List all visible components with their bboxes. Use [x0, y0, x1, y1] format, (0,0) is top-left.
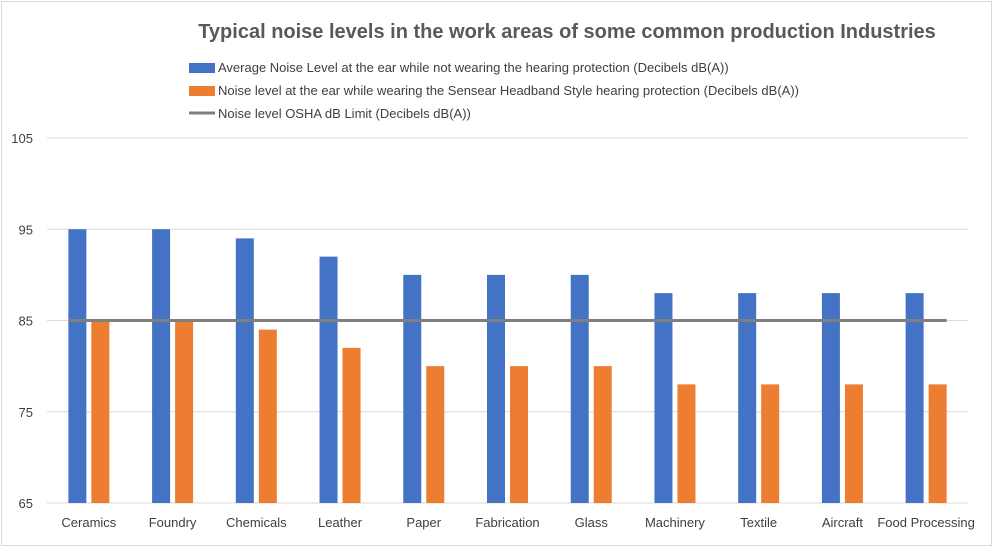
x-tick-label-chemicals: Chemicals	[226, 515, 287, 530]
bar-series-2-ceramics	[91, 320, 110, 503]
y-tick-label-65: 65	[19, 496, 33, 511]
bars	[68, 229, 947, 503]
bar-series-1-foundry	[152, 229, 171, 503]
bar-series-1-paper	[403, 274, 422, 503]
x-tick-label-leather: Leather	[318, 515, 363, 530]
bar-series-1-food-processing	[905, 293, 924, 503]
legend-label-series-2: Noise level at the ear while wearing the…	[218, 83, 799, 98]
y-tick-label-85: 85	[19, 314, 33, 329]
bar-series-1-chemicals	[235, 238, 254, 503]
bar-series-2-glass	[593, 366, 612, 503]
x-tick-label-textile: Textile	[740, 515, 777, 530]
y-axis-ticks: 65 75 85 95 105	[11, 131, 33, 511]
legend-label-series-3: Noise level OSHA dB Limit (Decibels dB(A…	[218, 106, 471, 121]
x-tick-label-paper: Paper	[406, 515, 441, 530]
x-tick-label-machinery: Machinery	[645, 515, 705, 530]
bar-series-2-aircraft	[844, 384, 863, 503]
chart-title: Typical noise levels in the work areas o…	[198, 21, 936, 43]
x-axis-ticks: Ceramics Foundry Chemicals Leather Paper Fabr…	[61, 515, 975, 530]
bar-series-2-textile	[761, 384, 780, 503]
x-tick-label-food-processing: Food Processing	[877, 515, 975, 530]
bar-series-2-machinery	[677, 384, 696, 503]
bar-series-2-fabrication	[510, 366, 528, 503]
bar-series-1-fabrication	[487, 274, 505, 503]
bar-series-1-glass	[570, 274, 589, 503]
x-tick-label-aircraft: Aircraft	[822, 515, 864, 530]
bar-series-2-chemicals	[258, 329, 277, 503]
x-tick-label-glass: Glass	[575, 515, 609, 530]
bar-series-2-foundry	[175, 320, 194, 503]
bar-series-1-aircraft	[821, 293, 840, 503]
bar-series-2-leather	[342, 347, 361, 503]
legend-item-series-1: Average Noise Level at the ear while not…	[189, 60, 729, 75]
y-tick-label-75: 75	[19, 405, 33, 420]
legend-label-series-1: Average Noise Level at the ear while not…	[218, 60, 729, 75]
legend-swatch-series-2	[189, 86, 215, 96]
x-tick-label-fabrication: Fabrication	[475, 515, 539, 530]
y-tick-label-95: 95	[19, 222, 33, 237]
y-tick-label-105: 105	[11, 131, 33, 146]
legend-swatch-series-1	[189, 63, 215, 73]
bar-series-2-food-processing	[928, 384, 947, 503]
x-tick-label-foundry: Foundry	[149, 515, 197, 530]
x-tick-label-ceramics: Ceramics	[61, 515, 116, 530]
bar-series-1-leather	[319, 256, 338, 503]
legend-item-series-2: Noise level at the ear while wearing the…	[189, 83, 799, 98]
gridlines	[47, 137, 968, 504]
bar-series-1-textile	[738, 293, 757, 503]
bar-series-1-ceramics	[68, 229, 87, 503]
bar-series-2-paper	[426, 366, 445, 503]
legend: Average Noise Level at the ear while not…	[189, 60, 799, 121]
bar-series-1-machinery	[654, 293, 673, 503]
legend-item-series-3: Noise level OSHA dB Limit (Decibels dB(A…	[189, 106, 471, 121]
